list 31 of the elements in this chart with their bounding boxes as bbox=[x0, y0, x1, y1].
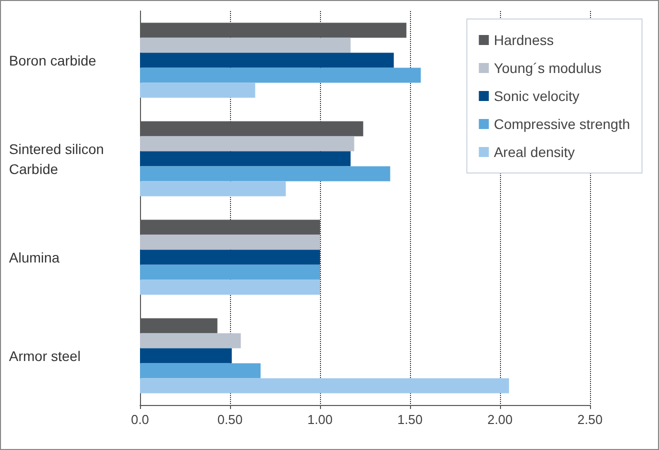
bar bbox=[140, 378, 509, 394]
legend-label: Compressive strength bbox=[494, 116, 630, 132]
x-tick-label: 1.50 bbox=[397, 412, 423, 427]
bar bbox=[140, 166, 390, 182]
bar bbox=[140, 68, 421, 83]
y-tick-label: Armor steel bbox=[9, 348, 81, 364]
legend-label: Sonic velocity bbox=[494, 88, 580, 104]
bar bbox=[140, 38, 351, 53]
bar bbox=[140, 151, 351, 166]
bar bbox=[140, 82, 256, 98]
bar bbox=[140, 348, 232, 364]
bar bbox=[140, 181, 286, 196]
bar bbox=[140, 333, 241, 348]
x-tick-label: 0.50 bbox=[217, 412, 243, 427]
bar bbox=[140, 280, 320, 295]
bar bbox=[140, 52, 394, 68]
legend-label: Areal density bbox=[494, 144, 575, 160]
y-tick-label: Sintered silicon Carbide bbox=[9, 140, 108, 177]
x-tick-label: 2.00 bbox=[487, 412, 513, 427]
x-tick-label: 1.00 bbox=[307, 412, 333, 427]
legend-label: Young´s modulus bbox=[494, 60, 602, 76]
bar bbox=[140, 363, 261, 378]
y-tick-label: Alumina bbox=[9, 249, 60, 266]
bar bbox=[140, 250, 320, 265]
bar bbox=[140, 234, 320, 250]
bar bbox=[140, 136, 354, 152]
y-tick-label: Boron carbide bbox=[9, 52, 96, 68]
bar bbox=[140, 264, 320, 280]
x-tick-label: 0.0 bbox=[130, 412, 150, 427]
legend-label: Hardness bbox=[494, 32, 554, 48]
x-tick-label: 2.50 bbox=[577, 412, 603, 427]
